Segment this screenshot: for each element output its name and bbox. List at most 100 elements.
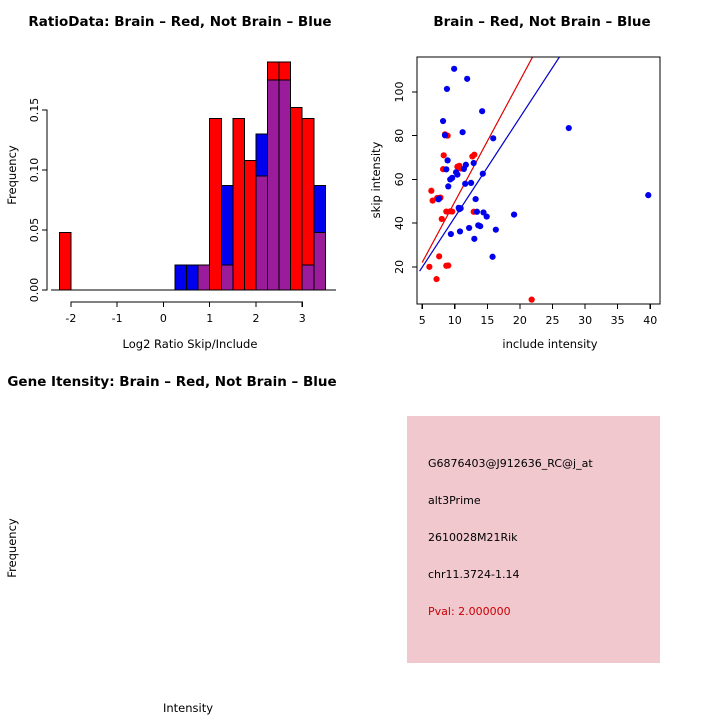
x-tick-label: 15 <box>480 314 494 327</box>
info-line: G6876403@J912636_RC@j_at <box>428 457 593 470</box>
info-panel-background <box>407 416 660 663</box>
scatter-point <box>456 228 464 235</box>
scatter-point <box>443 166 450 173</box>
x-tick-label: 35 <box>611 314 625 327</box>
histogram-bar-overlap <box>301 264 315 291</box>
scatter-point <box>489 253 496 260</box>
scatter-point <box>483 213 490 220</box>
scatter-point <box>466 224 473 232</box>
gene-histogram-svg: Gene Itensity: Brain – Red, Not Brain – … <box>5 374 337 715</box>
scatter-point <box>459 129 466 136</box>
scatter-point <box>471 151 478 158</box>
pval-line: Pval: 2.000000 <box>428 605 511 618</box>
scatter-point <box>565 124 572 132</box>
scatter-point <box>439 117 447 125</box>
scatter-point <box>645 192 652 199</box>
scatter-point <box>445 183 452 190</box>
scatter-point <box>449 208 456 215</box>
panel3-ylabel: Frequency <box>5 518 19 578</box>
x-axis-ticks <box>421 304 651 309</box>
y-tick-label: 20 <box>393 260 406 274</box>
panel3-title: Gene Itensity: Brain – Red, Not Brain – … <box>7 374 336 390</box>
scatter-point <box>440 152 447 159</box>
scatter-point <box>477 223 484 230</box>
histogram-bar <box>232 117 245 291</box>
panel-ratio-histogram: RatioData: Brain – Red, Not Brain – Blue… <box>0 0 360 360</box>
regression-line <box>419 57 561 272</box>
x-tick-label: 0 <box>160 312 167 325</box>
y-tick-label: 0.15 <box>28 98 41 123</box>
scatter-point <box>490 135 497 142</box>
histogram-bar-overlap <box>278 79 292 291</box>
scatter-point <box>454 171 461 178</box>
panel2-points <box>419 57 652 303</box>
x-tick-label: 2 <box>252 312 259 325</box>
histogram-bar-overlap <box>267 79 280 291</box>
histogram-bar <box>290 107 303 291</box>
panel2-ylabel: skip intensity <box>369 141 383 218</box>
info-line: chr11.3724-1.14 <box>428 568 520 581</box>
y-axis <box>42 109 48 291</box>
scatter-point <box>470 159 477 167</box>
x-tick-label: -1 <box>112 312 123 325</box>
scatter-inner <box>419 57 652 303</box>
panel-intensity-scatter: Brain – Red, Not Brain – Blue skip inten… <box>360 0 720 360</box>
scatter-point <box>473 208 481 215</box>
y-tick-label: 80 <box>393 129 406 143</box>
scatter-point <box>429 197 436 204</box>
histogram-bar <box>186 264 199 291</box>
scatter-point <box>433 275 440 283</box>
y-tick-label: 100 <box>393 81 406 102</box>
scatter-point <box>426 263 433 270</box>
ratio-histogram-svg: RatioData: Brain – Red, Not Brain – Blue… <box>5 14 336 351</box>
x-tick-label: 3 <box>299 312 306 325</box>
x-tick-label: 5 <box>419 314 426 327</box>
scatter-point <box>441 132 449 139</box>
scatter-point <box>480 209 487 216</box>
scatter-point <box>479 170 486 177</box>
scatter-point <box>457 205 464 212</box>
scatter-point <box>438 215 445 223</box>
panel1-bars <box>58 61 326 291</box>
plot-box <box>416 56 661 305</box>
scatter-point <box>445 262 452 269</box>
scatter-point <box>436 253 443 260</box>
scatter-point <box>451 65 458 72</box>
scatter-point <box>444 157 451 164</box>
x-tick-label: -2 <box>65 312 76 325</box>
info-line: 2610028M21Rik <box>428 531 518 544</box>
x-tick-label: 30 <box>578 314 592 327</box>
x-tick-label: 10 <box>448 314 462 327</box>
histogram-bar <box>174 264 188 291</box>
histogram-bar <box>209 117 222 291</box>
scatter-point <box>471 235 478 242</box>
scatter-point <box>464 75 471 82</box>
scatter-point <box>449 174 456 181</box>
x-axis <box>70 301 303 307</box>
x-tick-label: 1 <box>206 312 213 325</box>
panel-gene-info: G6876403@J912636_RC@j_at alt3Prime 2610028… <box>360 360 720 720</box>
scatter-svg: Brain – Red, Not Brain – Blue skip inten… <box>369 14 661 351</box>
scatter-point <box>492 226 499 233</box>
scatter-point <box>479 108 486 115</box>
histogram-bar-overlap <box>313 231 326 291</box>
y-tick-label: 0.00 <box>28 278 41 303</box>
info-panel-text: G6876403@J912636_RC@j_at alt3Prime 2610028… <box>428 457 593 618</box>
histogram-bar <box>301 117 315 291</box>
scatter-point <box>462 161 469 168</box>
x-tick-label: 20 <box>513 314 527 327</box>
panel1-title: RatioData: Brain – Red, Not Brain – Blue <box>28 14 331 30</box>
panel2-axes: 5 10 15 20 25 30 35 40 20 40 60 80 100 <box>393 56 661 327</box>
scatter-point <box>428 187 435 194</box>
scatter-point <box>472 195 479 203</box>
x-tick-label: 25 <box>546 314 560 327</box>
histogram-bar-overlap <box>197 264 211 291</box>
histogram-bar-overlap <box>255 175 269 291</box>
histogram-bar <box>243 159 257 291</box>
panel3-xlabel: Intensity <box>163 701 213 715</box>
info-line: alt3Prime <box>428 494 481 507</box>
panel1-axes: -2 -1 0 1 2 3 0.00 0.05 0.10 0.15 <box>28 98 336 325</box>
histogram-bar-overlap <box>220 264 234 291</box>
scatter-point <box>510 211 518 218</box>
